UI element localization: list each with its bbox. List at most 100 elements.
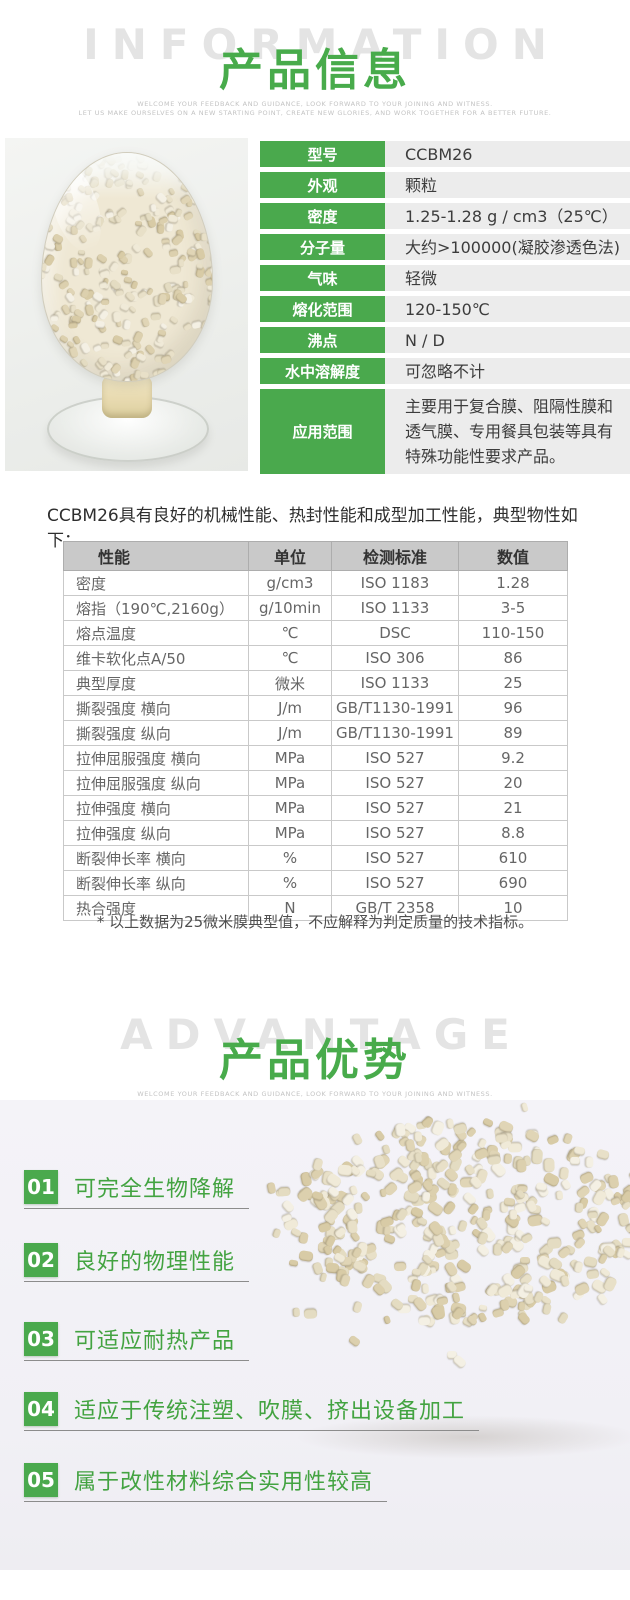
spec-row: 沸点 N / D — [260, 327, 630, 353]
pellet — [50, 323, 60, 333]
pellet — [98, 268, 111, 279]
spec-label: 熔化范围 — [260, 296, 385, 322]
advantage-subtitle: WELCOME YOUR FEEDBACK AND GUIDANCE, LOOK… — [0, 1090, 630, 1099]
pellet — [42, 210, 49, 218]
table-row: 断裂伸长率 纵向 % ISO 527 690 — [63, 870, 568, 896]
advantage-item: 04 适应于传统注塑、吹膜、挤出设备加工 — [24, 1392, 480, 1431]
pellet — [288, 1259, 299, 1268]
spec-label: 分子量 — [260, 234, 385, 260]
pellet — [382, 1232, 397, 1245]
advantage-section-header: ADVANTAGE 产品优势 WELCOME YOUR FEEDBACK AND… — [0, 990, 630, 1125]
pellet — [42, 262, 47, 271]
cell-value: 25 — [458, 670, 568, 696]
pellet — [59, 373, 68, 381]
pellet — [120, 269, 129, 277]
pellet — [585, 1156, 593, 1168]
spec-value: 主要用于复合膜、阻隔性膜和透气膜、专用餐具包装等具有特殊功能性要求产品。 — [385, 389, 630, 474]
pellet — [346, 1219, 358, 1234]
pellet — [130, 242, 143, 255]
pellet — [337, 1164, 354, 1177]
cell-value: 610 — [458, 845, 568, 871]
pellet — [44, 333, 56, 346]
pellet — [339, 1257, 352, 1266]
advantage-number-badge: 03 — [24, 1322, 58, 1356]
pellet — [121, 339, 131, 347]
advantage-section: 01 可完全生物降解 02 良好的物理性能 03 可适应耐热产品 04 适应于传… — [0, 1100, 630, 1570]
spec-row: 水中溶解度 可忽略不计 — [260, 358, 630, 384]
cell-value: 10 — [458, 895, 568, 921]
cell-standard: ISO 527 — [331, 745, 459, 771]
pellet — [541, 1303, 553, 1316]
pellet — [49, 314, 59, 322]
table-row: 维卡软化点A/50 ℃ ISO 306 86 — [63, 645, 568, 671]
table-row: 断裂伸长率 横向 % ISO 527 610 — [63, 845, 568, 871]
cell-property: 熔指（190℃,2160g） — [63, 595, 249, 621]
pellet — [277, 1186, 291, 1197]
pellet — [122, 318, 132, 330]
spec-list: 型号 CCBM26 外观 颗粒 密度 1.25-1.28 g / cm3（25℃… — [260, 141, 630, 474]
pellet — [495, 1133, 508, 1144]
jar-neck-illustration — [102, 376, 152, 418]
table-row: 撕裂强度 横向 J/m GB/T1130-1991 96 — [63, 695, 568, 721]
cell-standard: ISO 527 — [331, 770, 459, 796]
advantage-text: 良好的物理性能 — [74, 1250, 236, 1275]
spec-row: 气味 轻微 — [260, 265, 630, 291]
advantage-number-badge: 01 — [24, 1170, 58, 1204]
pellet — [42, 233, 45, 243]
product-info-title: 产品信息 — [219, 45, 411, 96]
pellet — [607, 1174, 620, 1190]
cell-value: 690 — [458, 870, 568, 896]
pellet — [200, 232, 207, 241]
pellet — [410, 1278, 423, 1293]
cell-value: 1.28 — [458, 570, 568, 596]
pellet — [451, 1353, 468, 1370]
advantage-item: 02 良好的物理性能 — [24, 1243, 250, 1282]
pellet — [595, 1148, 610, 1161]
pellet — [54, 346, 62, 355]
table-footnote: * 以上数据为25微米膜典型值，不应解释为判定质量的技术指标。 — [96, 913, 534, 931]
pellet — [382, 1144, 392, 1155]
cell-unit: MPa — [248, 770, 332, 796]
pellet — [182, 280, 189, 289]
pellet — [456, 1219, 468, 1233]
pellet — [393, 1261, 407, 1272]
pellet — [123, 276, 133, 284]
cell-standard: ISO 1183 — [331, 570, 459, 596]
pellet — [160, 354, 173, 365]
cell-value: 89 — [458, 720, 568, 746]
spec-value: CCBM26 — [385, 141, 630, 167]
cell-standard: ISO 527 — [331, 870, 459, 896]
pellet — [595, 1292, 609, 1306]
cell-property: 断裂伸长率 横向 — [63, 845, 249, 871]
pellet — [420, 1283, 429, 1295]
pellet — [485, 1188, 495, 1200]
pellet — [42, 308, 44, 319]
pellet — [583, 1255, 599, 1268]
pellet — [374, 1129, 386, 1142]
pellet — [206, 285, 212, 293]
advantage-item: 05 属于改性材料综合实用性较高 — [24, 1463, 388, 1502]
cell-property: 撕裂强度 纵向 — [63, 720, 249, 746]
pellet — [79, 341, 92, 355]
pellet — [586, 1268, 600, 1280]
pellet-pile-shadow — [295, 1415, 630, 1459]
pellet — [543, 1158, 555, 1174]
product-advantage-title: 产品优势 — [219, 1035, 411, 1086]
pellet — [351, 1132, 364, 1146]
spec-row: 熔化范围 120-150℃ — [260, 296, 630, 322]
pellet — [67, 345, 79, 359]
pellet — [177, 258, 184, 267]
table-header-standard: 检测标准 — [331, 541, 459, 571]
pellet — [477, 1137, 487, 1149]
cell-value: 9.2 — [458, 745, 568, 771]
pellet — [546, 1237, 562, 1250]
pellet — [101, 343, 110, 350]
cell-unit: 微米 — [248, 670, 332, 696]
table-row: 拉伸屈服强度 纵向 MPa ISO 527 20 — [63, 770, 568, 796]
advantage-text: 适应于传统注塑、吹膜、挤出设备加工 — [74, 1399, 466, 1424]
pellet — [157, 293, 167, 305]
cell-standard: ISO 527 — [331, 795, 459, 821]
pellet — [347, 1334, 362, 1348]
spec-value: 颗粒 — [385, 172, 630, 198]
